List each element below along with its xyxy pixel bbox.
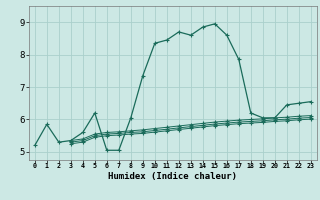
X-axis label: Humidex (Indice chaleur): Humidex (Indice chaleur)	[108, 172, 237, 181]
